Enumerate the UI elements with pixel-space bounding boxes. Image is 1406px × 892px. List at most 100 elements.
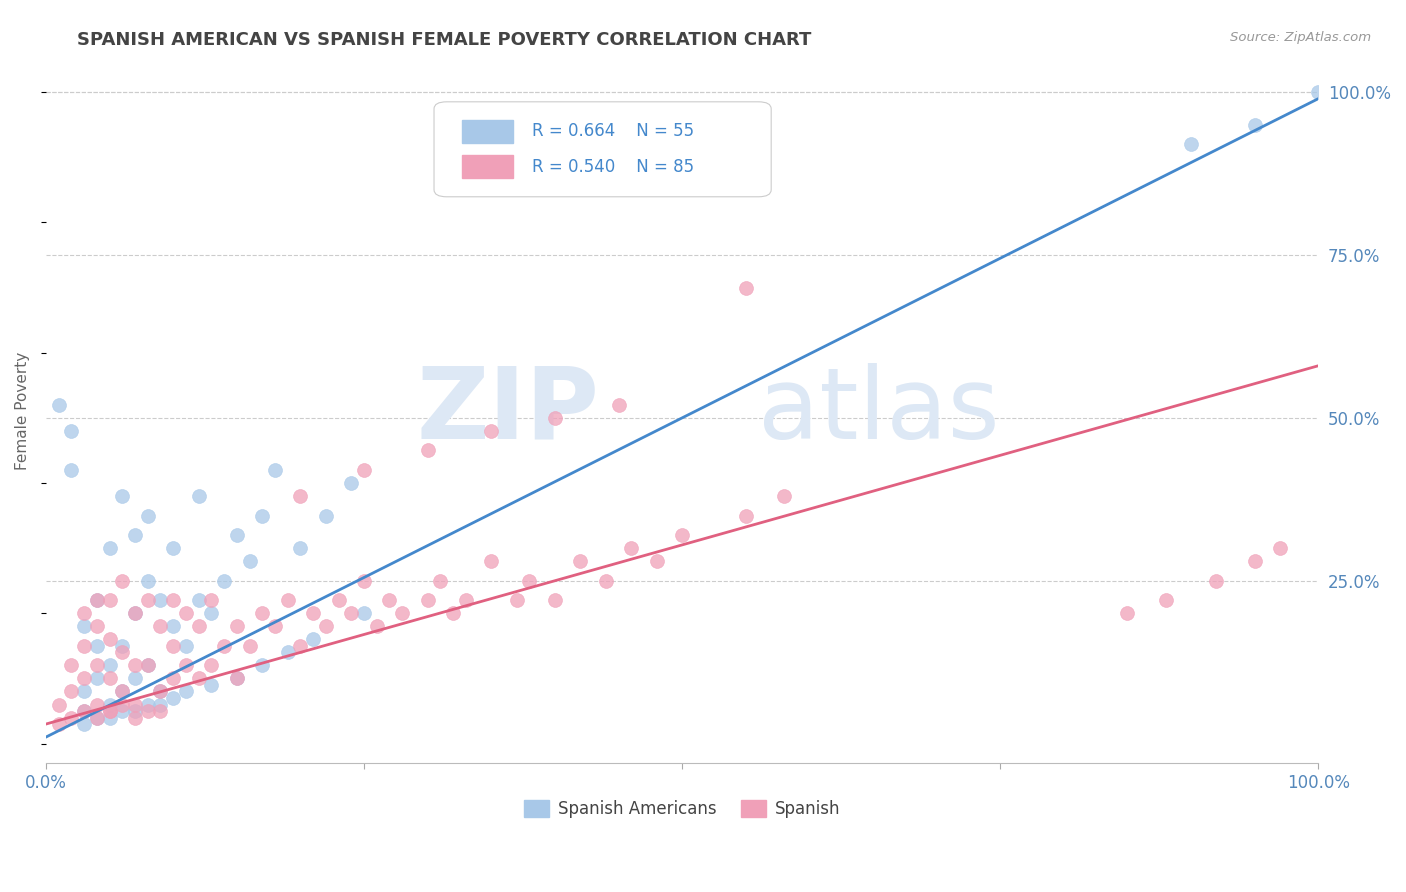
Point (366, 619, 388, 633)
Point (86, 658, 108, 673)
Point (111, 489, 134, 503)
Point (149, 698, 172, 712)
Point (60, 684, 83, 698)
Point (252, 607, 274, 621)
Point (506, 593, 529, 607)
Point (353, 574, 375, 588)
Point (187, 619, 209, 633)
Point (225, 672, 247, 686)
Point (111, 704, 134, 718)
Point (290, 489, 312, 503)
Point (264, 463, 287, 477)
Point (225, 619, 247, 633)
Point (73, 619, 96, 633)
Point (264, 619, 287, 633)
Point (519, 574, 541, 588)
Point (174, 607, 197, 621)
Point (162, 639, 184, 653)
FancyBboxPatch shape (463, 155, 513, 178)
Point (200, 607, 222, 621)
Point (98, 658, 121, 673)
Point (48, 398, 70, 412)
Point (1180, 137, 1202, 152)
Point (378, 593, 401, 607)
Point (315, 508, 337, 523)
Point (200, 658, 222, 673)
Point (252, 508, 274, 523)
Text: ZIP: ZIP (416, 363, 599, 460)
Point (149, 684, 172, 698)
Point (60, 424, 83, 438)
Point (454, 593, 477, 607)
Point (136, 658, 159, 673)
Point (73, 672, 96, 686)
Point (136, 593, 159, 607)
Point (60, 658, 83, 673)
Point (111, 684, 134, 698)
Point (73, 684, 96, 698)
Point (734, 508, 756, 523)
Point (149, 684, 172, 698)
Point (315, 619, 337, 633)
Point (429, 574, 451, 588)
Point (225, 528, 247, 542)
Point (98, 541, 121, 556)
Point (149, 619, 172, 633)
Point (162, 619, 184, 633)
Point (98, 698, 121, 712)
Point (773, 489, 796, 503)
Point (479, 554, 502, 568)
Point (671, 528, 693, 542)
Point (416, 443, 439, 458)
Point (1243, 554, 1265, 568)
Point (277, 593, 299, 607)
Point (479, 424, 502, 438)
Text: Source: ZipAtlas.com: Source: ZipAtlas.com (1230, 31, 1371, 45)
Point (124, 672, 146, 686)
Point (645, 554, 668, 568)
Point (136, 658, 159, 673)
Point (98, 632, 121, 647)
Point (86, 698, 108, 712)
Point (187, 672, 209, 686)
Point (162, 541, 184, 556)
Point (212, 639, 235, 653)
Point (187, 489, 209, 503)
Point (48, 717, 70, 731)
Point (340, 607, 363, 621)
Point (416, 593, 439, 607)
Point (124, 607, 146, 621)
Point (124, 704, 146, 718)
Point (111, 645, 134, 659)
Point (569, 554, 592, 568)
Point (328, 593, 350, 607)
Point (187, 593, 209, 607)
Point (595, 574, 617, 588)
Text: atlas: atlas (758, 363, 1000, 460)
Point (544, 410, 567, 425)
Text: R = 0.540    N = 85: R = 0.540 N = 85 (531, 158, 695, 176)
Point (86, 593, 108, 607)
Point (149, 704, 172, 718)
Point (124, 658, 146, 673)
Point (124, 607, 146, 621)
Point (441, 607, 464, 621)
Point (124, 710, 146, 724)
Point (60, 463, 83, 477)
Point (149, 593, 172, 607)
Point (86, 639, 108, 653)
Point (136, 704, 159, 718)
Point (544, 593, 567, 607)
Point (111, 684, 134, 698)
Point (136, 508, 159, 523)
Text: R = 0.664    N = 55: R = 0.664 N = 55 (531, 122, 695, 140)
Point (73, 704, 96, 718)
Point (48, 698, 70, 712)
Point (277, 645, 299, 659)
Point (1116, 607, 1139, 621)
Point (111, 639, 134, 653)
Point (86, 710, 108, 724)
Point (290, 639, 312, 653)
Point (1268, 541, 1291, 556)
Point (620, 541, 643, 556)
